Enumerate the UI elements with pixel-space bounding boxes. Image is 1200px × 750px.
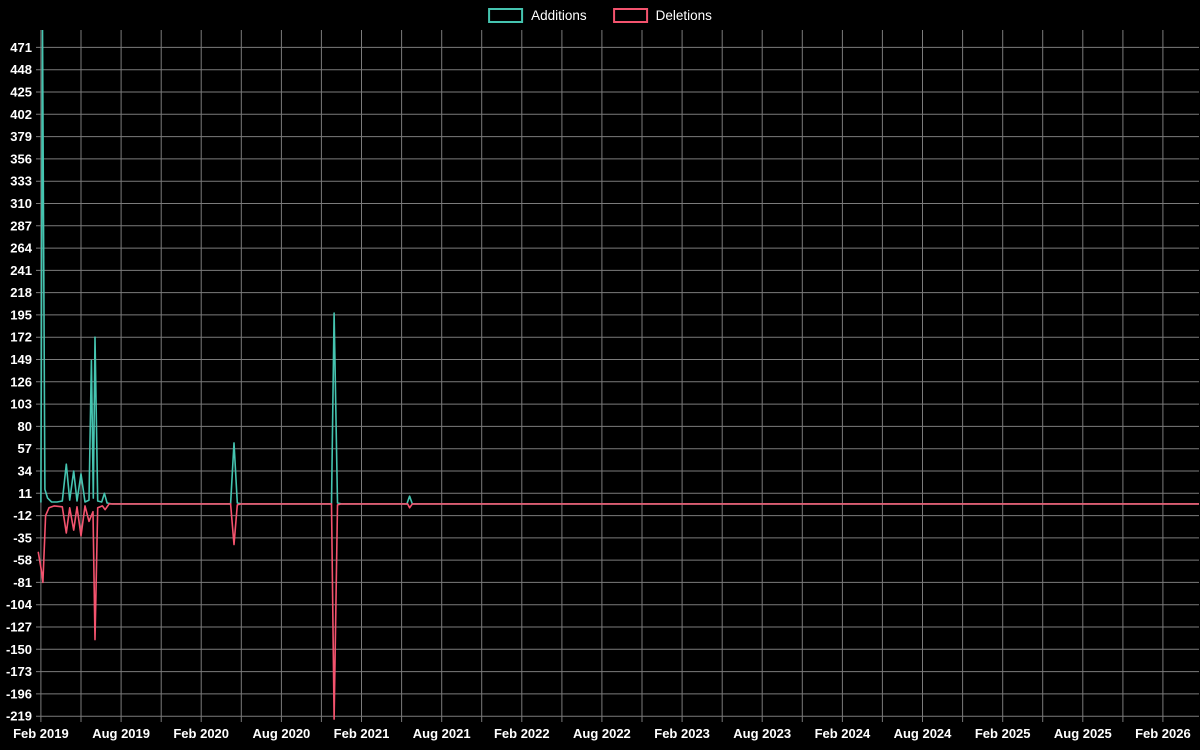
svg-text:Feb 2025: Feb 2025 [975, 726, 1031, 741]
svg-text:Feb 2023: Feb 2023 [654, 726, 710, 741]
svg-text:Feb 2021: Feb 2021 [334, 726, 390, 741]
svg-text:57: 57 [18, 441, 32, 456]
svg-text:Feb 2026: Feb 2026 [1135, 726, 1191, 741]
svg-text:218: 218 [10, 285, 32, 300]
svg-text:287: 287 [10, 218, 32, 233]
svg-text:Aug 2022: Aug 2022 [573, 726, 631, 741]
svg-text:-12: -12 [13, 508, 32, 523]
svg-text:Aug 2024: Aug 2024 [894, 726, 953, 741]
svg-text:448: 448 [10, 62, 32, 77]
svg-text:241: 241 [10, 263, 32, 278]
series-additions [40, 30, 1199, 505]
svg-text:425: 425 [10, 85, 32, 100]
svg-text:195: 195 [10, 307, 32, 322]
svg-text:-81: -81 [13, 575, 32, 590]
svg-text:Aug 2023: Aug 2023 [733, 726, 791, 741]
svg-text:-35: -35 [13, 530, 32, 545]
svg-text:-219: -219 [6, 709, 32, 724]
svg-text:-104: -104 [6, 597, 33, 612]
svg-text:-127: -127 [6, 620, 32, 635]
svg-text:-196: -196 [6, 686, 32, 701]
svg-text:264: 264 [10, 241, 32, 256]
svg-text:34: 34 [18, 464, 33, 479]
legend-item-additions[interactable]: Additions [488, 8, 587, 23]
x-axis-labels: Feb 2019 Aug 2019 Feb 2020 Aug 2020 Feb 2021… [13, 726, 1191, 741]
y-axis-labels: 471 448 425 402 379 356 333 310 287 264 241 218 195 1… [6, 40, 33, 724]
svg-text:Feb 2020: Feb 2020 [173, 726, 229, 741]
svg-text:Aug 2019: Aug 2019 [92, 726, 150, 741]
svg-text:Aug 2025: Aug 2025 [1054, 726, 1112, 741]
svg-text:103: 103 [10, 397, 32, 412]
grid-lines [36, 30, 1199, 722]
svg-text:Aug 2020: Aug 2020 [252, 726, 310, 741]
series-deletions [37, 503, 1199, 720]
legend-item-deletions[interactable]: Deletions [612, 8, 712, 23]
svg-text:172: 172 [10, 330, 32, 345]
svg-text:80: 80 [18, 419, 32, 434]
svg-text:Aug 2021: Aug 2021 [413, 726, 471, 741]
svg-text:Feb 2019: Feb 2019 [13, 726, 69, 741]
svg-text:-58: -58 [13, 553, 32, 568]
svg-text:356: 356 [10, 151, 32, 166]
svg-text:333: 333 [10, 174, 32, 189]
legend-label-deletions: Deletions [655, 8, 712, 23]
svg-text:-173: -173 [6, 664, 32, 679]
svg-text:126: 126 [10, 374, 32, 389]
svg-text:-150: -150 [6, 642, 32, 657]
svg-text:149: 149 [10, 352, 32, 367]
chart-legend: Additions Deletions [488, 8, 712, 23]
svg-text:Feb 2022: Feb 2022 [494, 726, 550, 741]
deletions-swatch-icon [612, 8, 648, 23]
svg-text:471: 471 [10, 40, 32, 55]
svg-text:Feb 2024: Feb 2024 [815, 726, 871, 741]
svg-text:379: 379 [10, 129, 32, 144]
svg-text:310: 310 [10, 196, 32, 211]
svg-text:11: 11 [18, 486, 32, 501]
legend-label-additions: Additions [531, 8, 587, 23]
additions-swatch-icon [488, 8, 524, 23]
svg-text:402: 402 [10, 107, 32, 122]
